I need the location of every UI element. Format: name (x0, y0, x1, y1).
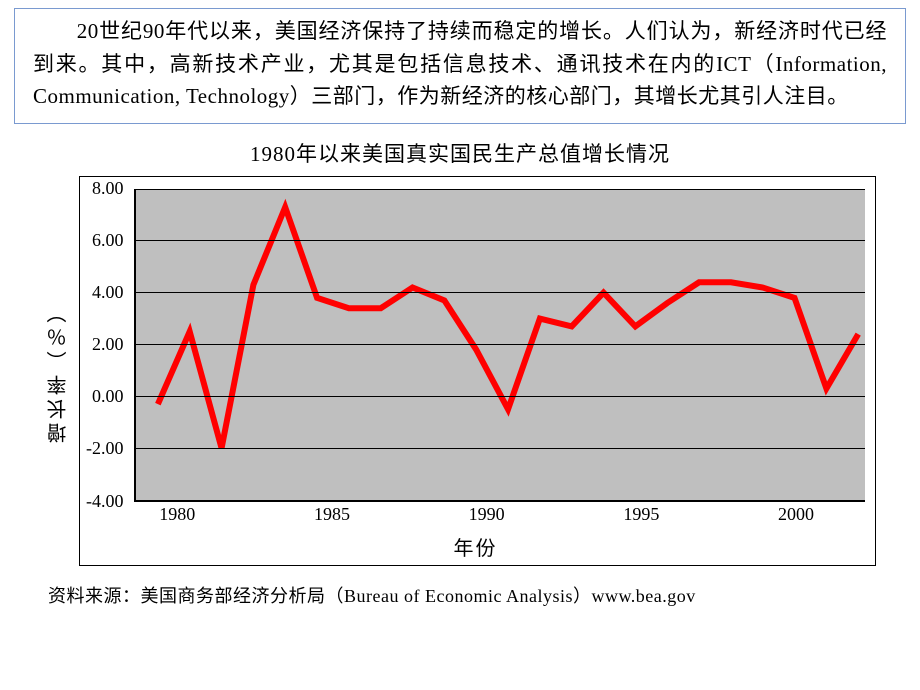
gridline (136, 448, 866, 449)
gridline (136, 396, 866, 397)
x-ticks: 1980 1985 1990 1995 2000 (156, 504, 865, 526)
intro-text: 20世纪90年代以来，美国经济保持了持续而稳定的增长。人们认为，新经济时代已经到… (33, 19, 887, 108)
y-ticks: 8.00 6.00 4.00 2.00 0.00 -2.00 -4.00 (86, 189, 134, 502)
intro-box: 20世纪90年代以来，美国经济保持了持续而稳定的增长。人们认为，新经济时代已经到… (14, 8, 906, 124)
gridline (136, 189, 866, 190)
xtick: 1980 (159, 504, 195, 525)
chart-title: 1980年以来美国真实国民生产总值增长情况 (14, 138, 906, 168)
plot-area (134, 189, 866, 502)
chart-frame: 8.00 6.00 4.00 2.00 0.00 -2.00 -4.00 198… (79, 176, 876, 566)
gridline (136, 292, 866, 293)
xtick: 1990 (469, 504, 505, 525)
xtick: 1995 (623, 504, 659, 525)
xtick: 1985 (314, 504, 350, 525)
chart-container: 增长率（％） 8.00 6.00 4.00 2.00 0.00 -2.00 -4… (44, 176, 876, 566)
x-axis-label: 年份 (86, 532, 865, 561)
xtick: 2000 (778, 504, 814, 525)
gridline (136, 240, 866, 241)
gridline (136, 344, 866, 345)
source-citation: 资料来源：美国商务部经济分析局（Bureau of Economic Analy… (48, 582, 906, 608)
y-axis-label: 增长率（％） (44, 299, 73, 443)
